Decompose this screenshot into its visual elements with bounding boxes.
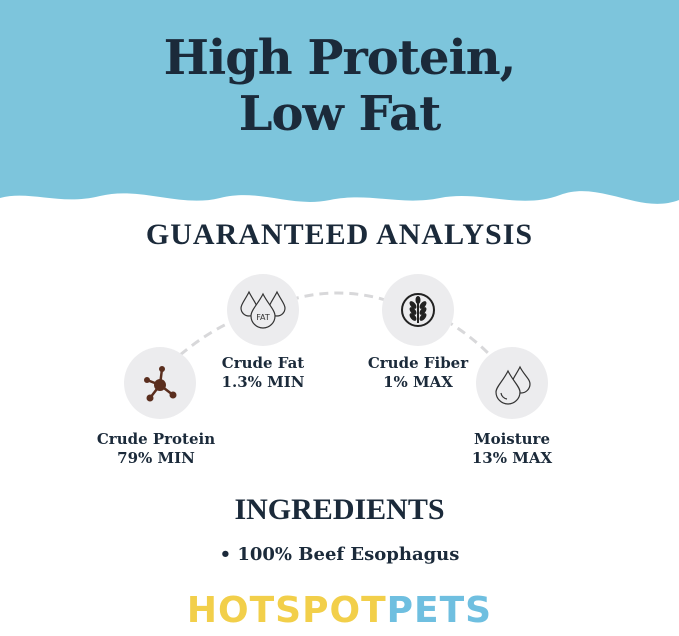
molecule-icon (144, 366, 177, 402)
fat-drops-icon: FAT (240, 290, 286, 329)
crude-protein-label: Crude Protein 79% MIN (76, 430, 236, 468)
hotspotpets-logo: HOTSPOTPETS (0, 590, 679, 631)
crude-fiber-value: 1% MAX (383, 373, 453, 391)
moisture-circle (476, 347, 548, 419)
headline-line2: Low Fat (238, 86, 442, 142)
crude-fiber-label: Crude Fiber 1% MAX (338, 354, 498, 392)
svg-text:FAT: FAT (256, 313, 270, 322)
logo-part-pets: PETS (386, 590, 493, 631)
headline-line1: High Protein, (163, 30, 517, 86)
logo-part-hotspot: HOTSPOT (186, 590, 387, 631)
crude-protein-name: Crude Protein (96, 430, 216, 448)
wheat-icon (401, 293, 435, 327)
guaranteed-analysis-title: GUARANTEED ANALYSIS (145, 218, 534, 251)
crude-protein-circle (124, 347, 196, 419)
crude-fat-value: 1.3% MIN (221, 373, 305, 391)
water-drops-icon (495, 365, 531, 405)
crude-fiber-name: Crude Fiber (367, 354, 469, 372)
crude-protein-value: 79% MIN (117, 449, 195, 467)
moisture-name: Moisture (473, 430, 551, 448)
ingredients-title: INGREDIENTS (234, 493, 445, 526)
headline: High Protein, Low Fat (0, 30, 679, 142)
crude-fat-circle: FAT (227, 274, 299, 346)
ingredient-item: • 100% Beef Esophagus (219, 544, 460, 565)
header-wave-banner (0, 0, 679, 204)
moisture-label: Moisture 13% MAX (432, 430, 592, 468)
crude-fiber-circle (382, 274, 454, 346)
moisture-value: 13% MAX (471, 449, 553, 467)
crude-fat-label: Crude Fat 1.3% MIN (183, 354, 343, 392)
crude-fat-name: Crude Fat (221, 354, 305, 372)
